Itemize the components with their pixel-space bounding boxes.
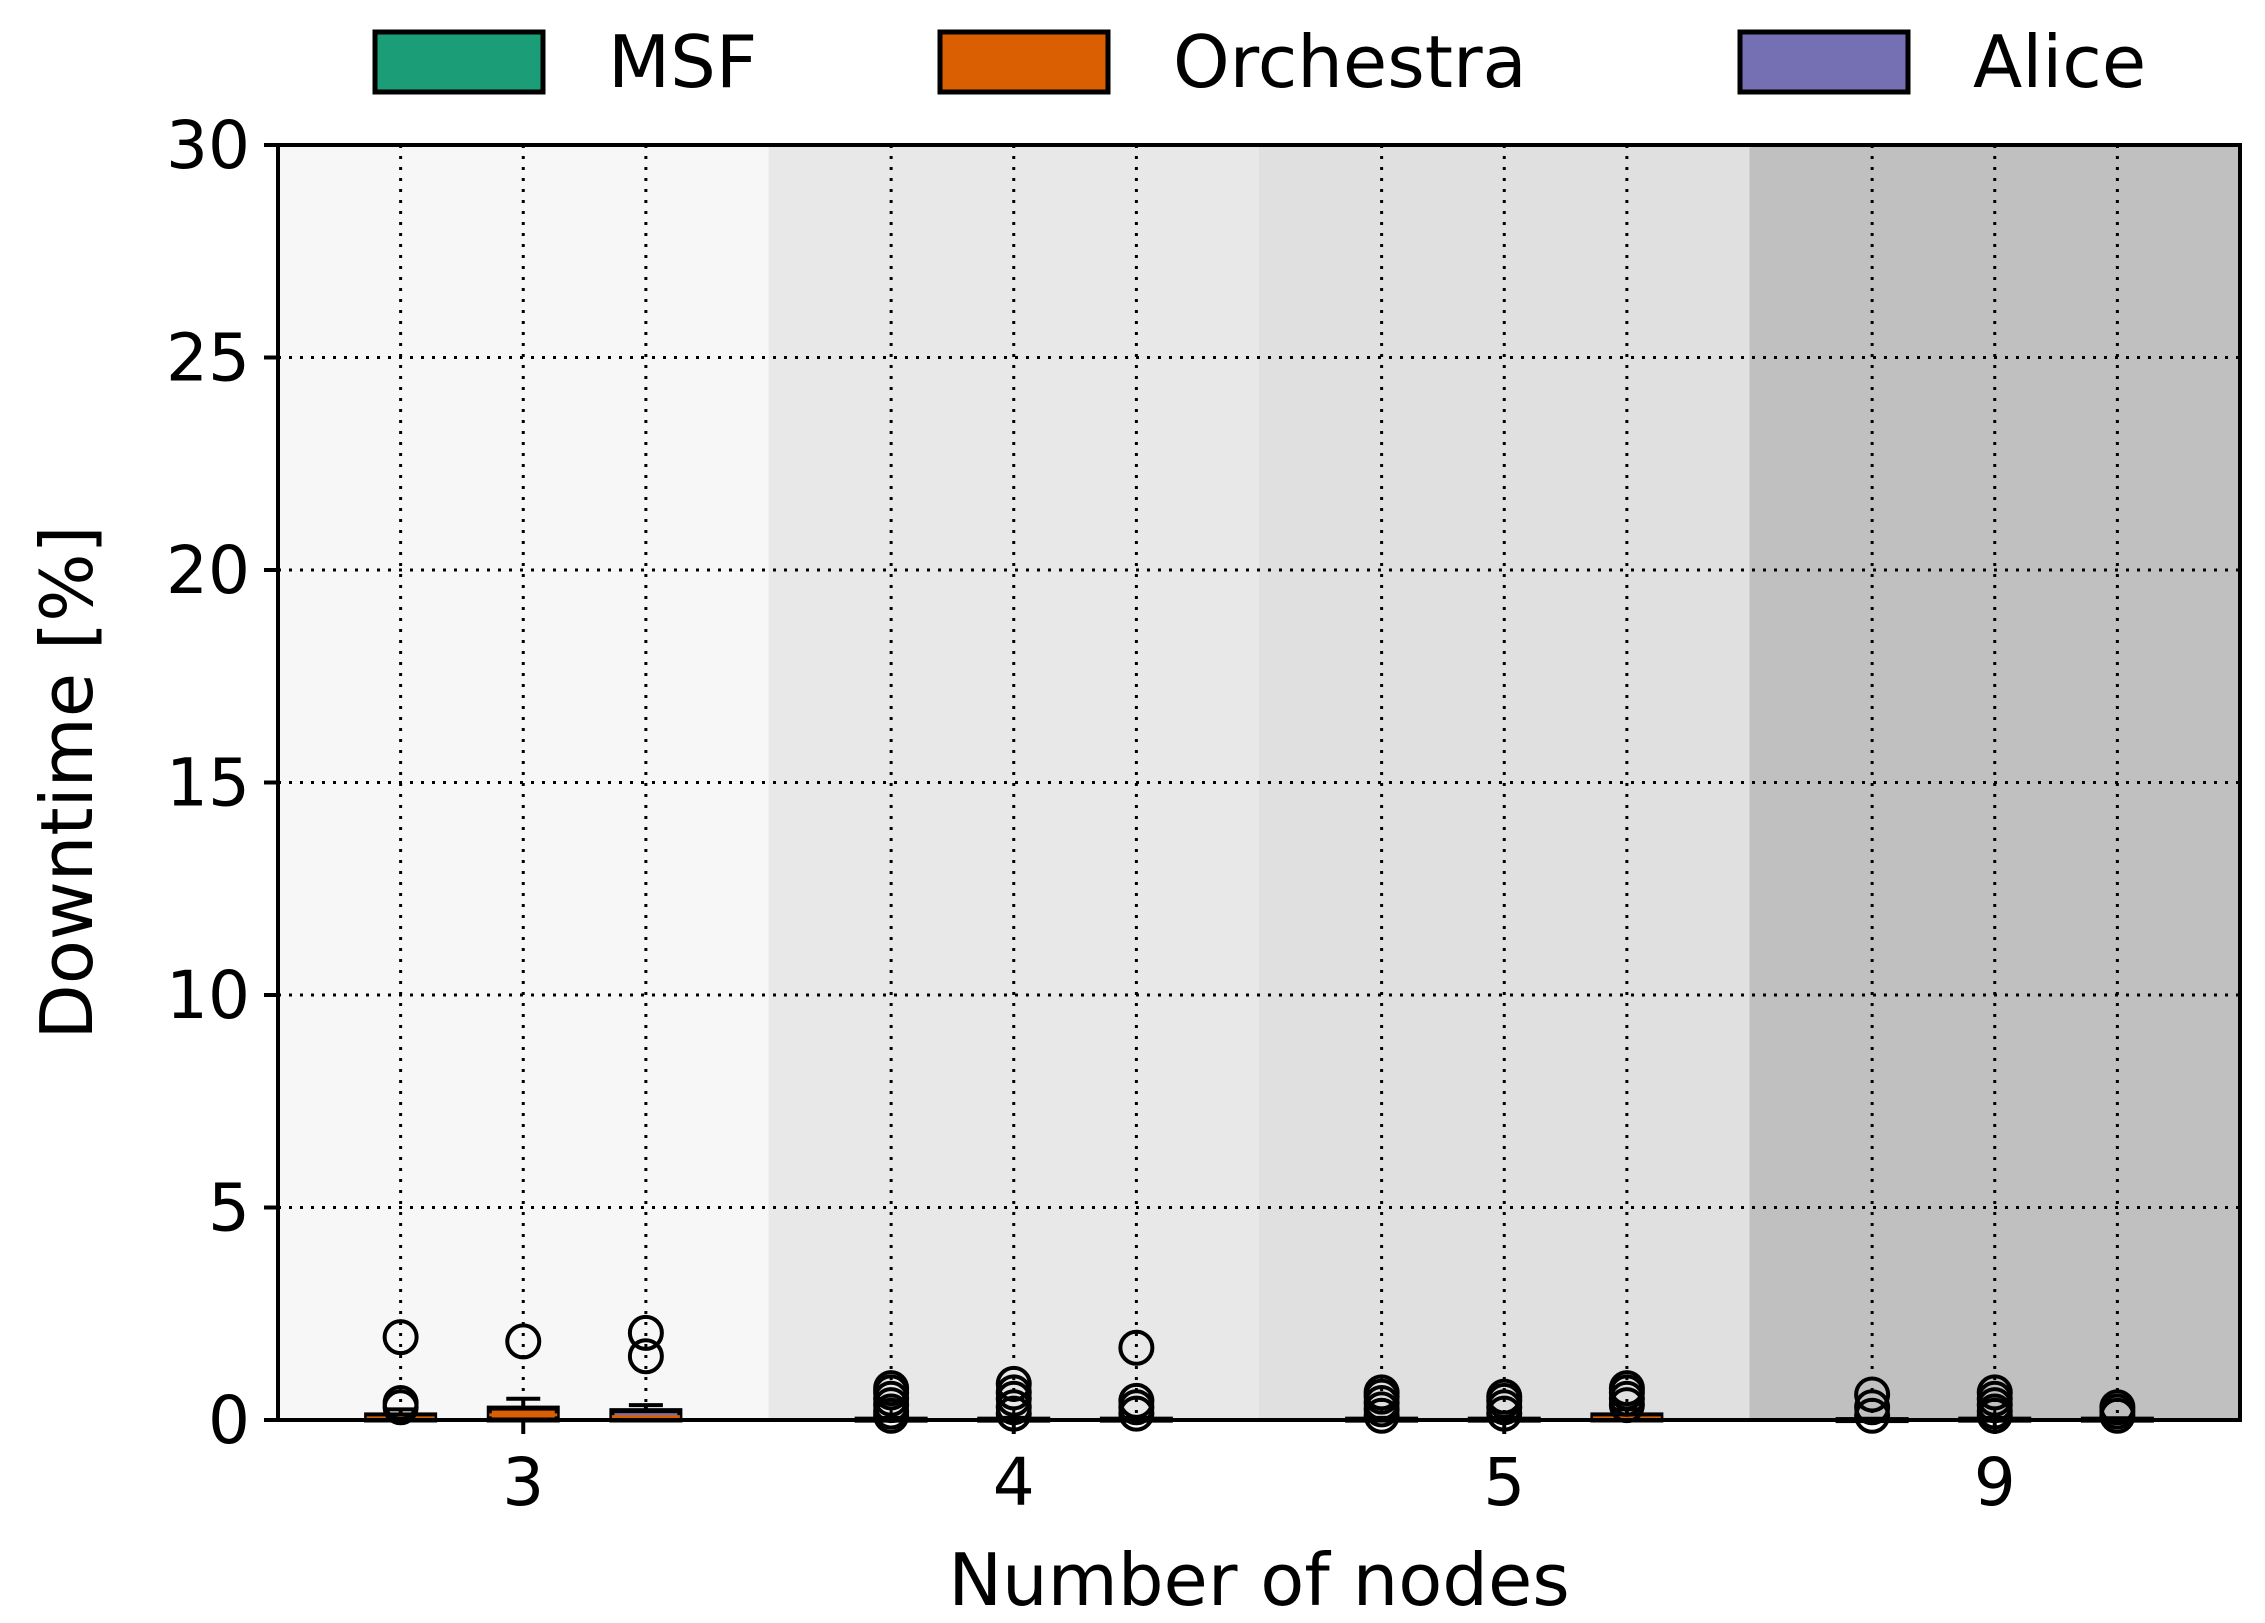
legend-label: MSF xyxy=(608,20,757,104)
outlier-point xyxy=(1854,1397,1891,1434)
outlier-point xyxy=(1976,1374,2013,1411)
outlier-point xyxy=(505,1323,542,1360)
legend: MSF Orchestra Alice xyxy=(372,20,2146,104)
outlier-point xyxy=(2099,1389,2136,1426)
y-tick-label: 30 xyxy=(166,107,250,184)
y-tick-label: 5 xyxy=(208,1170,250,1247)
outlier-point xyxy=(1486,1378,1523,1415)
outlier-point xyxy=(1118,1329,1155,1366)
legend-label: Orchestra xyxy=(1173,20,1527,104)
legend-swatch xyxy=(937,29,1111,95)
legend-swatch xyxy=(372,29,546,95)
y-tick-label: 10 xyxy=(166,957,250,1034)
outlier-point xyxy=(995,1365,1032,1402)
legend-item-Orchestra: Orchestra xyxy=(937,20,1527,104)
outlier-point xyxy=(1118,1382,1155,1419)
legend-item-MSF: MSF xyxy=(372,20,757,104)
x-tick-label: 4 xyxy=(993,1444,1035,1521)
x-axis-label: Number of nodes xyxy=(948,1538,1570,1622)
outlier-point xyxy=(1854,1389,1891,1426)
outlier-point xyxy=(627,1314,664,1351)
y-tick-label: 20 xyxy=(166,532,250,609)
outlier-point xyxy=(1363,1374,1400,1411)
y-tick-label: 0 xyxy=(208,1382,250,1459)
outlier-point xyxy=(627,1338,664,1375)
legend-item-Alice: Alice xyxy=(1737,20,2146,104)
y-tick-label: 25 xyxy=(166,320,250,397)
y-axis-ticks: 0 5 10 15 20 25 30 xyxy=(166,107,278,1459)
legend-label: Alice xyxy=(1973,20,2146,104)
outlier-point xyxy=(1854,1376,1891,1413)
x-tick-label: 5 xyxy=(1483,1444,1525,1521)
legend-swatch xyxy=(1737,29,1911,95)
y-axis-label: Downtime [%] xyxy=(25,525,109,1039)
x-axis-ticks: 3 4 5 9 xyxy=(502,1420,2016,1521)
outlier-point xyxy=(382,1319,419,1356)
category-band-5 xyxy=(1259,145,1750,1420)
category-band-3 xyxy=(278,145,769,1420)
outlier-point xyxy=(873,1370,910,1407)
x-tick-label: 3 xyxy=(502,1444,544,1521)
x-tick-label: 9 xyxy=(1974,1444,2016,1521)
y-tick-label: 15 xyxy=(166,745,250,822)
category-band-4 xyxy=(768,145,1259,1420)
outlier-point xyxy=(995,1374,1032,1411)
outlier-point xyxy=(1608,1370,1645,1407)
